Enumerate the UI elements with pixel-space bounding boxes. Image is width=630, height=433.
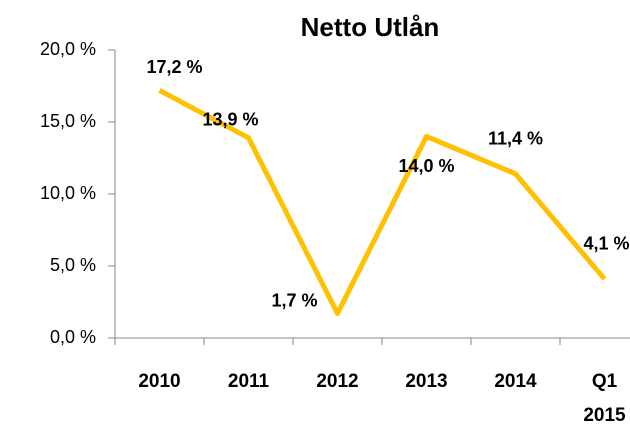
data-label: 13,9 % xyxy=(202,110,258,130)
data-label: 4,1 % xyxy=(583,234,629,254)
y-tick-label: 10,0 % xyxy=(40,183,96,203)
x-tick-label: 2011 xyxy=(219,365,279,399)
x-tick-label: 2012 xyxy=(308,365,368,399)
chart-title: Netto Utlån xyxy=(301,12,440,42)
chart: Netto Utlån 0,0 % 5,0 % 10,0 % 15,0 % 20,0 %… xyxy=(0,0,630,423)
y-tick-label: 0,0 % xyxy=(50,327,96,347)
page: {"chart_data": {"type": "line", "title":… xyxy=(0,0,630,423)
x-tick-label: 2013 xyxy=(397,365,457,399)
data-label: 17,2 % xyxy=(146,57,202,77)
y-tick-label: 20,0 % xyxy=(40,39,96,59)
data-label: 11,4 % xyxy=(488,129,543,149)
x-tick-label: 2014 xyxy=(486,365,546,399)
y-tick-label: 5,0 % xyxy=(50,255,96,275)
data-label: 14,0 % xyxy=(398,156,454,176)
x-tick-label: 2010 xyxy=(130,365,190,399)
y-tick-label: 15,0 % xyxy=(40,111,96,131)
data-label: 1,7 % xyxy=(271,290,317,310)
